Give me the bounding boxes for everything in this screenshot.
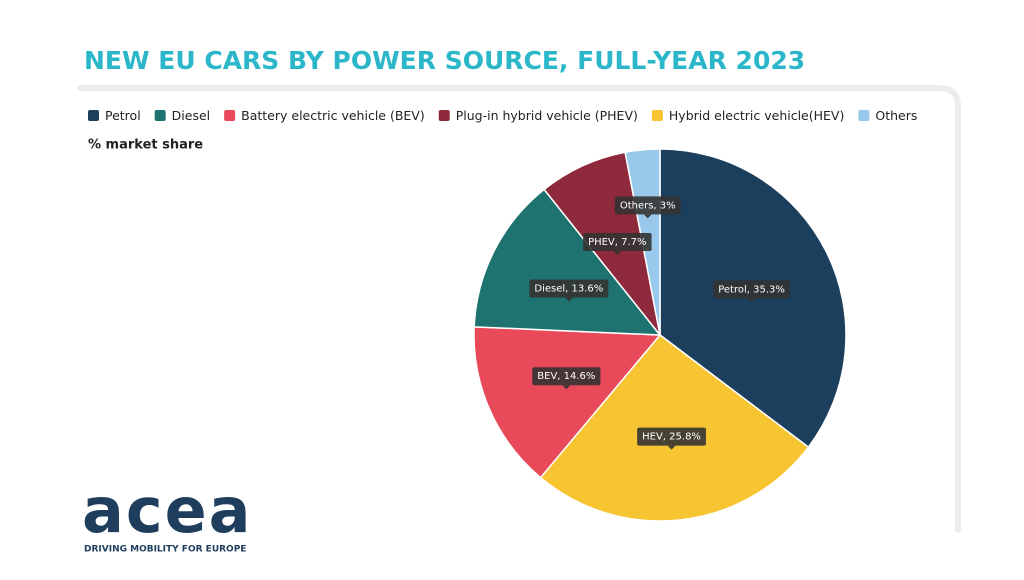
data-label: Petrol, 35.3% bbox=[718, 284, 785, 295]
data-label-pointer bbox=[643, 214, 652, 219]
legend: Petrol Diesel Battery electric vehicle (BE… bbox=[88, 108, 917, 123]
pie-slice bbox=[473, 188, 662, 336]
legend-label: Hybrid electric vehicle(HEV) bbox=[669, 108, 844, 123]
legend-label: Diesel bbox=[172, 108, 210, 123]
data-label-pointer bbox=[667, 445, 676, 450]
frame bbox=[77, 85, 961, 533]
legend-label: Battery electric vehicle (BEV) bbox=[241, 108, 425, 123]
data-labels: Petrol, 35.3% HEV, 25.8% BEV, 14.6% Diesel,… bbox=[529, 196, 790, 450]
legend-swatch bbox=[224, 110, 236, 121]
data-label-box bbox=[637, 427, 706, 446]
data-label-pointer bbox=[562, 385, 571, 390]
data-label-box bbox=[583, 233, 652, 252]
legend-label: Plug-in hybrid vehicle (PHEV) bbox=[456, 108, 638, 123]
data-label-box bbox=[532, 367, 601, 386]
legend-label: Petrol bbox=[105, 108, 141, 123]
logo: acea bbox=[82, 474, 252, 547]
data-label: BEV, 14.6% bbox=[537, 371, 595, 382]
data-label: PHEV, 7.7% bbox=[588, 237, 646, 248]
data-label: HEV, 25.8% bbox=[642, 432, 701, 443]
pie-slice bbox=[473, 326, 662, 479]
data-label-pointer bbox=[564, 297, 573, 302]
legend-swatch bbox=[651, 110, 663, 121]
legend-swatch bbox=[438, 110, 450, 121]
logo-tagline: DRIVING MOBILITY FOR EUROPE bbox=[84, 545, 246, 555]
data-label-pointer bbox=[613, 251, 622, 256]
legend-label: Others bbox=[875, 108, 917, 123]
chart-title: NEW EU CARS BY POWER SOURCE, FULL-YEAR 2… bbox=[84, 46, 805, 75]
legend-swatch bbox=[858, 110, 870, 121]
legend-swatch bbox=[154, 110, 166, 121]
data-label-box bbox=[529, 279, 609, 298]
data-label-box bbox=[713, 280, 790, 299]
data-label-box bbox=[614, 196, 681, 215]
subtitle: % market share bbox=[88, 138, 203, 153]
data-label: Diesel, 13.6% bbox=[534, 284, 603, 295]
legend-swatch bbox=[88, 110, 99, 121]
data-label: Others, 3% bbox=[620, 200, 676, 211]
data-label-pointer bbox=[747, 298, 756, 303]
